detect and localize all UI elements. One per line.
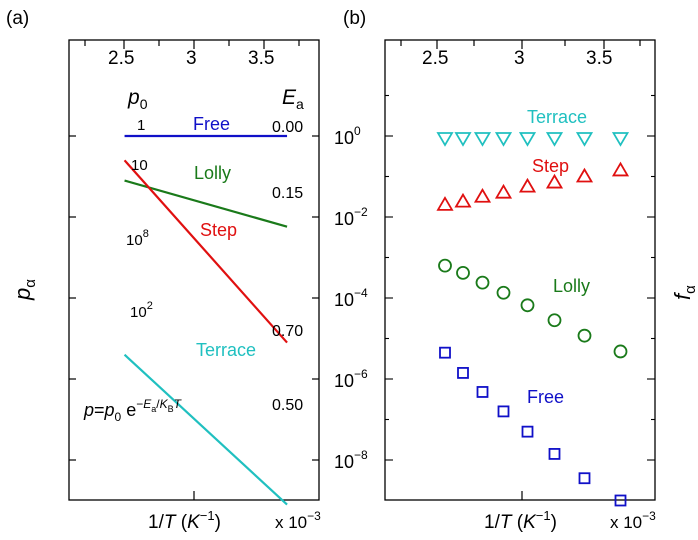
- panel-a-top-tick-label: 3: [186, 48, 197, 69]
- lolly-data-point: [547, 313, 562, 328]
- panel-b-y-tick-label: 10−2: [334, 205, 368, 229]
- panel-b-x-label: 1/T (K−1): [484, 508, 557, 533]
- terrace-marker-label: Terrace: [527, 107, 587, 127]
- step-series-name: Step: [200, 220, 237, 240]
- panel-a-y-label: pα: [10, 279, 39, 301]
- lolly-ea-label: 0.15: [272, 185, 303, 202]
- step-marker-label: Step: [532, 156, 569, 176]
- free-data-point: [457, 367, 469, 379]
- step-data-point: [494, 183, 513, 199]
- panel-b-y-tick-label: 10−6: [334, 367, 368, 391]
- terrace-data-point: [436, 132, 454, 147]
- panel-b-y-tick-label: 100: [334, 124, 361, 148]
- free-data-point: [497, 405, 510, 418]
- step-data-point: [545, 173, 564, 189]
- lolly-line: [124, 179, 288, 228]
- lolly-data-point: [577, 328, 592, 343]
- lolly-data-point: [496, 285, 511, 300]
- lolly-p0-label: 10: [131, 157, 148, 174]
- panel-a-frame: [68, 39, 320, 501]
- terrace-data-point: [545, 132, 564, 147]
- lolly-data-point: [613, 344, 628, 359]
- panel-a: (a) 2.5 3 3.5 pα 1/T (K−1) x 10−3 p0: [6, 8, 321, 533]
- panel-a-ea-header: Ea: [282, 86, 304, 112]
- free-data-point: [578, 472, 591, 485]
- panel-b: (b) 2.5 3 3.5 100 10−2 10−4 10−6 10−8 fα…: [334, 8, 698, 533]
- free-data-point: [521, 425, 534, 438]
- panel-a-x-label: 1/T (K−1): [148, 508, 221, 533]
- free-data-point: [614, 494, 627, 507]
- lolly-data-point: [475, 275, 490, 290]
- terrace-ea-label: 0.50: [272, 397, 303, 414]
- free-data-point: [476, 386, 489, 398]
- panel-b-top-tick-label: 3: [514, 48, 525, 69]
- panel-b-frame: [384, 39, 656, 501]
- panel-a-x-multiplier: x 10−3: [275, 509, 321, 532]
- terrace-series-name: Terrace: [196, 340, 256, 360]
- lolly-series-name: Lolly: [194, 163, 231, 183]
- step-data-point: [473, 187, 492, 203]
- terrace-p0-label: 102: [130, 300, 153, 321]
- free-marker-label: Free: [527, 387, 564, 407]
- lolly-marker-label: Lolly: [553, 276, 590, 296]
- terrace-data-point: [518, 132, 537, 147]
- lolly-data-point: [520, 298, 535, 313]
- lolly-data-point: [438, 258, 452, 273]
- panel-a-top-tick-label: 2.5: [108, 48, 134, 69]
- panel-b-y-label: fα: [670, 285, 698, 300]
- step-line: [123, 159, 288, 344]
- panel-a-top-tick-label: 3.5: [248, 48, 274, 69]
- free-data-point: [439, 346, 451, 359]
- panel-a-p0-header: p0: [127, 86, 148, 112]
- step-ea-label: 0.70: [272, 323, 303, 340]
- panel-b-x-multiplier: x 10−3: [610, 509, 656, 532]
- step-data-point: [436, 196, 454, 211]
- step-data-point: [454, 192, 472, 208]
- terrace-line: [123, 353, 288, 506]
- step-data-point: [575, 167, 594, 183]
- panel-b-top-tick-label: 3.5: [586, 48, 612, 69]
- panel-b-y-tick-label: 10−8: [334, 448, 368, 472]
- step-data-point: [611, 161, 630, 177]
- terrace-data-point: [575, 132, 594, 147]
- panel-a-label: (a): [6, 8, 29, 29]
- arrhenius-formula: p=p0 e−Ea/KBT: [83, 397, 183, 424]
- step-data-point: [518, 177, 537, 193]
- free-p0-label: 1: [137, 117, 145, 134]
- free-series-name: Free: [193, 114, 230, 134]
- panel-b-label: (b): [343, 8, 366, 29]
- free-data-point: [548, 448, 561, 460]
- terrace-data-point: [473, 132, 492, 147]
- lolly-data-point: [456, 265, 470, 280]
- terrace-data-point: [454, 132, 472, 147]
- panel-b-top-tick-label: 2.5: [422, 48, 448, 69]
- panel-b-markers: [436, 132, 630, 507]
- panel-b-y-tick-label: 10−4: [334, 286, 368, 310]
- panel-b-y-ticks: [385, 94, 655, 461]
- terrace-data-point: [494, 132, 513, 147]
- terrace-data-point: [611, 132, 630, 147]
- step-p0-label: 108: [126, 228, 149, 249]
- free-ea-label: 0.00: [272, 119, 303, 136]
